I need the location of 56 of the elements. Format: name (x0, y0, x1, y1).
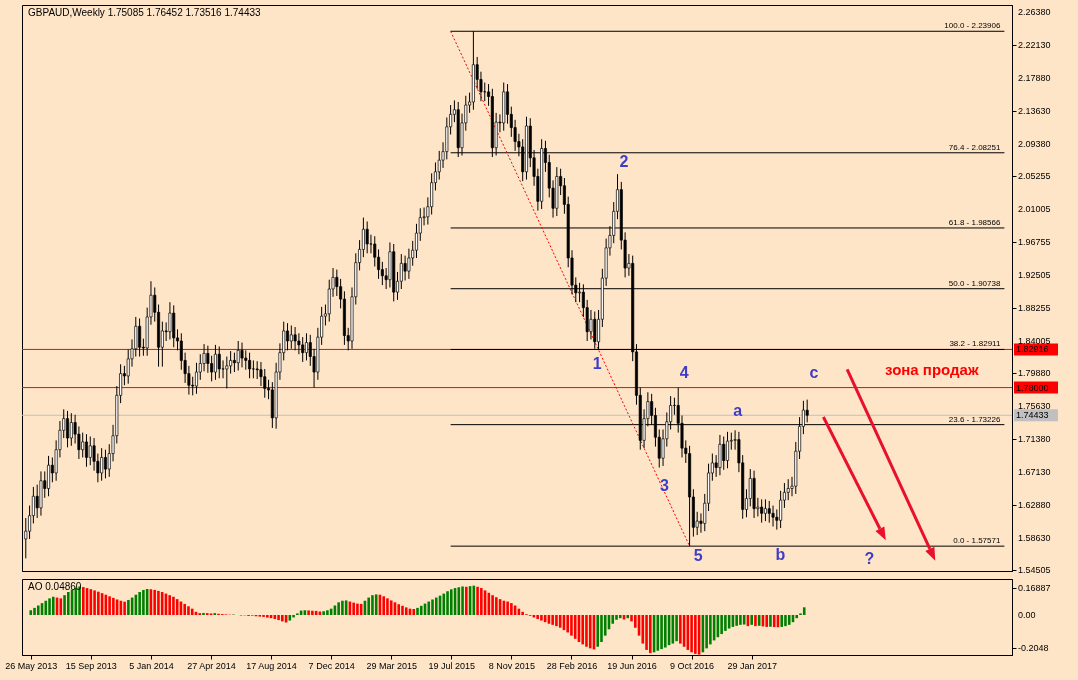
y-tick-label: 2.22130 (1018, 40, 1051, 51)
y-tick-label: 2.26380 (1018, 7, 1051, 18)
y-tick-label: 1.75630 (1018, 400, 1051, 411)
y-tick-label: 2.01005 (1018, 204, 1051, 215)
y-tick-label: 2.09380 (1018, 139, 1051, 150)
x-tick-label: 27 Apr 2014 (187, 660, 236, 671)
x-tick-label: 29 Mar 2015 (366, 660, 417, 671)
series-label: 100.0 - 2.23906 (944, 21, 1001, 31)
y-tick-label: 2.05255 (1018, 171, 1051, 182)
ref-line-label: 1.82916 (1016, 344, 1049, 355)
series-label: 61.8 - 1.98566 (948, 217, 1001, 227)
annotation: 1 (592, 354, 602, 372)
y-tick-label: 2.17880 (1018, 73, 1051, 84)
y-tick-label: 1.88255 (1018, 302, 1051, 313)
y-tick-label: 1.84005 (1018, 335, 1051, 346)
y-tick-label: 1.58630 (1018, 532, 1051, 543)
annotation: 2 (619, 152, 629, 170)
y-tick-label: 0.00 (1018, 610, 1036, 621)
x-tick-label: 5 Jan 2014 (129, 660, 174, 671)
y-tick-label: 1.96755 (1018, 237, 1051, 248)
y-tick-label: 1.67130 (1018, 466, 1051, 477)
annotation: 3 (660, 477, 670, 495)
annotation: a (733, 402, 743, 420)
annotation: зона продаж (885, 360, 979, 378)
x-tick-label: 17 Aug 2014 (246, 660, 297, 671)
x-tick-label: 15 Sep 2013 (65, 660, 117, 671)
x-tick-label: 8 Nov 2015 (488, 660, 535, 671)
ref-line-label: 1.74433 (1016, 410, 1049, 421)
y-tick-label: 1.79880 (1018, 367, 1051, 378)
x-tick-label: 29 Jan 2017 (727, 660, 777, 671)
y-tick-label: 2.13630 (1018, 106, 1051, 117)
annotation: 5 (693, 547, 703, 565)
series-label: 23.6 - 1.73226 (948, 414, 1001, 424)
chart-title: GBPAUD,Weekly 1.75085 1.76452 1.73516 1.74433 (28, 7, 262, 18)
annotation: ? (864, 549, 875, 567)
x-tick-label: 28 Feb 2016 (546, 660, 598, 671)
annotation: b (775, 546, 786, 564)
y-tick-label: 0.16887 (1018, 583, 1051, 594)
x-tick-label: 7 Dec 2014 (308, 660, 355, 671)
series-label: 50.0 - 1.90738 (948, 278, 1001, 288)
series-label: 76.4 - 2.08251 (948, 142, 1001, 152)
ref-line-label: 1.78000 (1016, 382, 1049, 393)
y-tick-label: 1.54505 (1018, 564, 1051, 575)
series-label: 38.2 - 1.82911 (949, 339, 1001, 349)
annotation: 4 (679, 364, 689, 382)
x-tick-label: 19 Jun 2016 (607, 660, 657, 671)
x-tick-label: 9 Oct 2016 (670, 660, 715, 671)
x-tick-label: 19 Jul 2015 (428, 660, 476, 671)
y-tick-label: -0.2048 (1018, 642, 1049, 653)
y-tick-label: 1.62880 (1018, 499, 1051, 510)
chart-title: AO 0.04860 (28, 581, 82, 592)
y-tick-label: 1.92505 (1018, 270, 1051, 280)
annotation: c (809, 364, 819, 382)
series-label: 0.0 - 1.57571 (953, 536, 1001, 546)
x-tick-label: 26 May 2013 (5, 660, 58, 671)
y-tick-label: 1.71380 (1018, 433, 1051, 444)
